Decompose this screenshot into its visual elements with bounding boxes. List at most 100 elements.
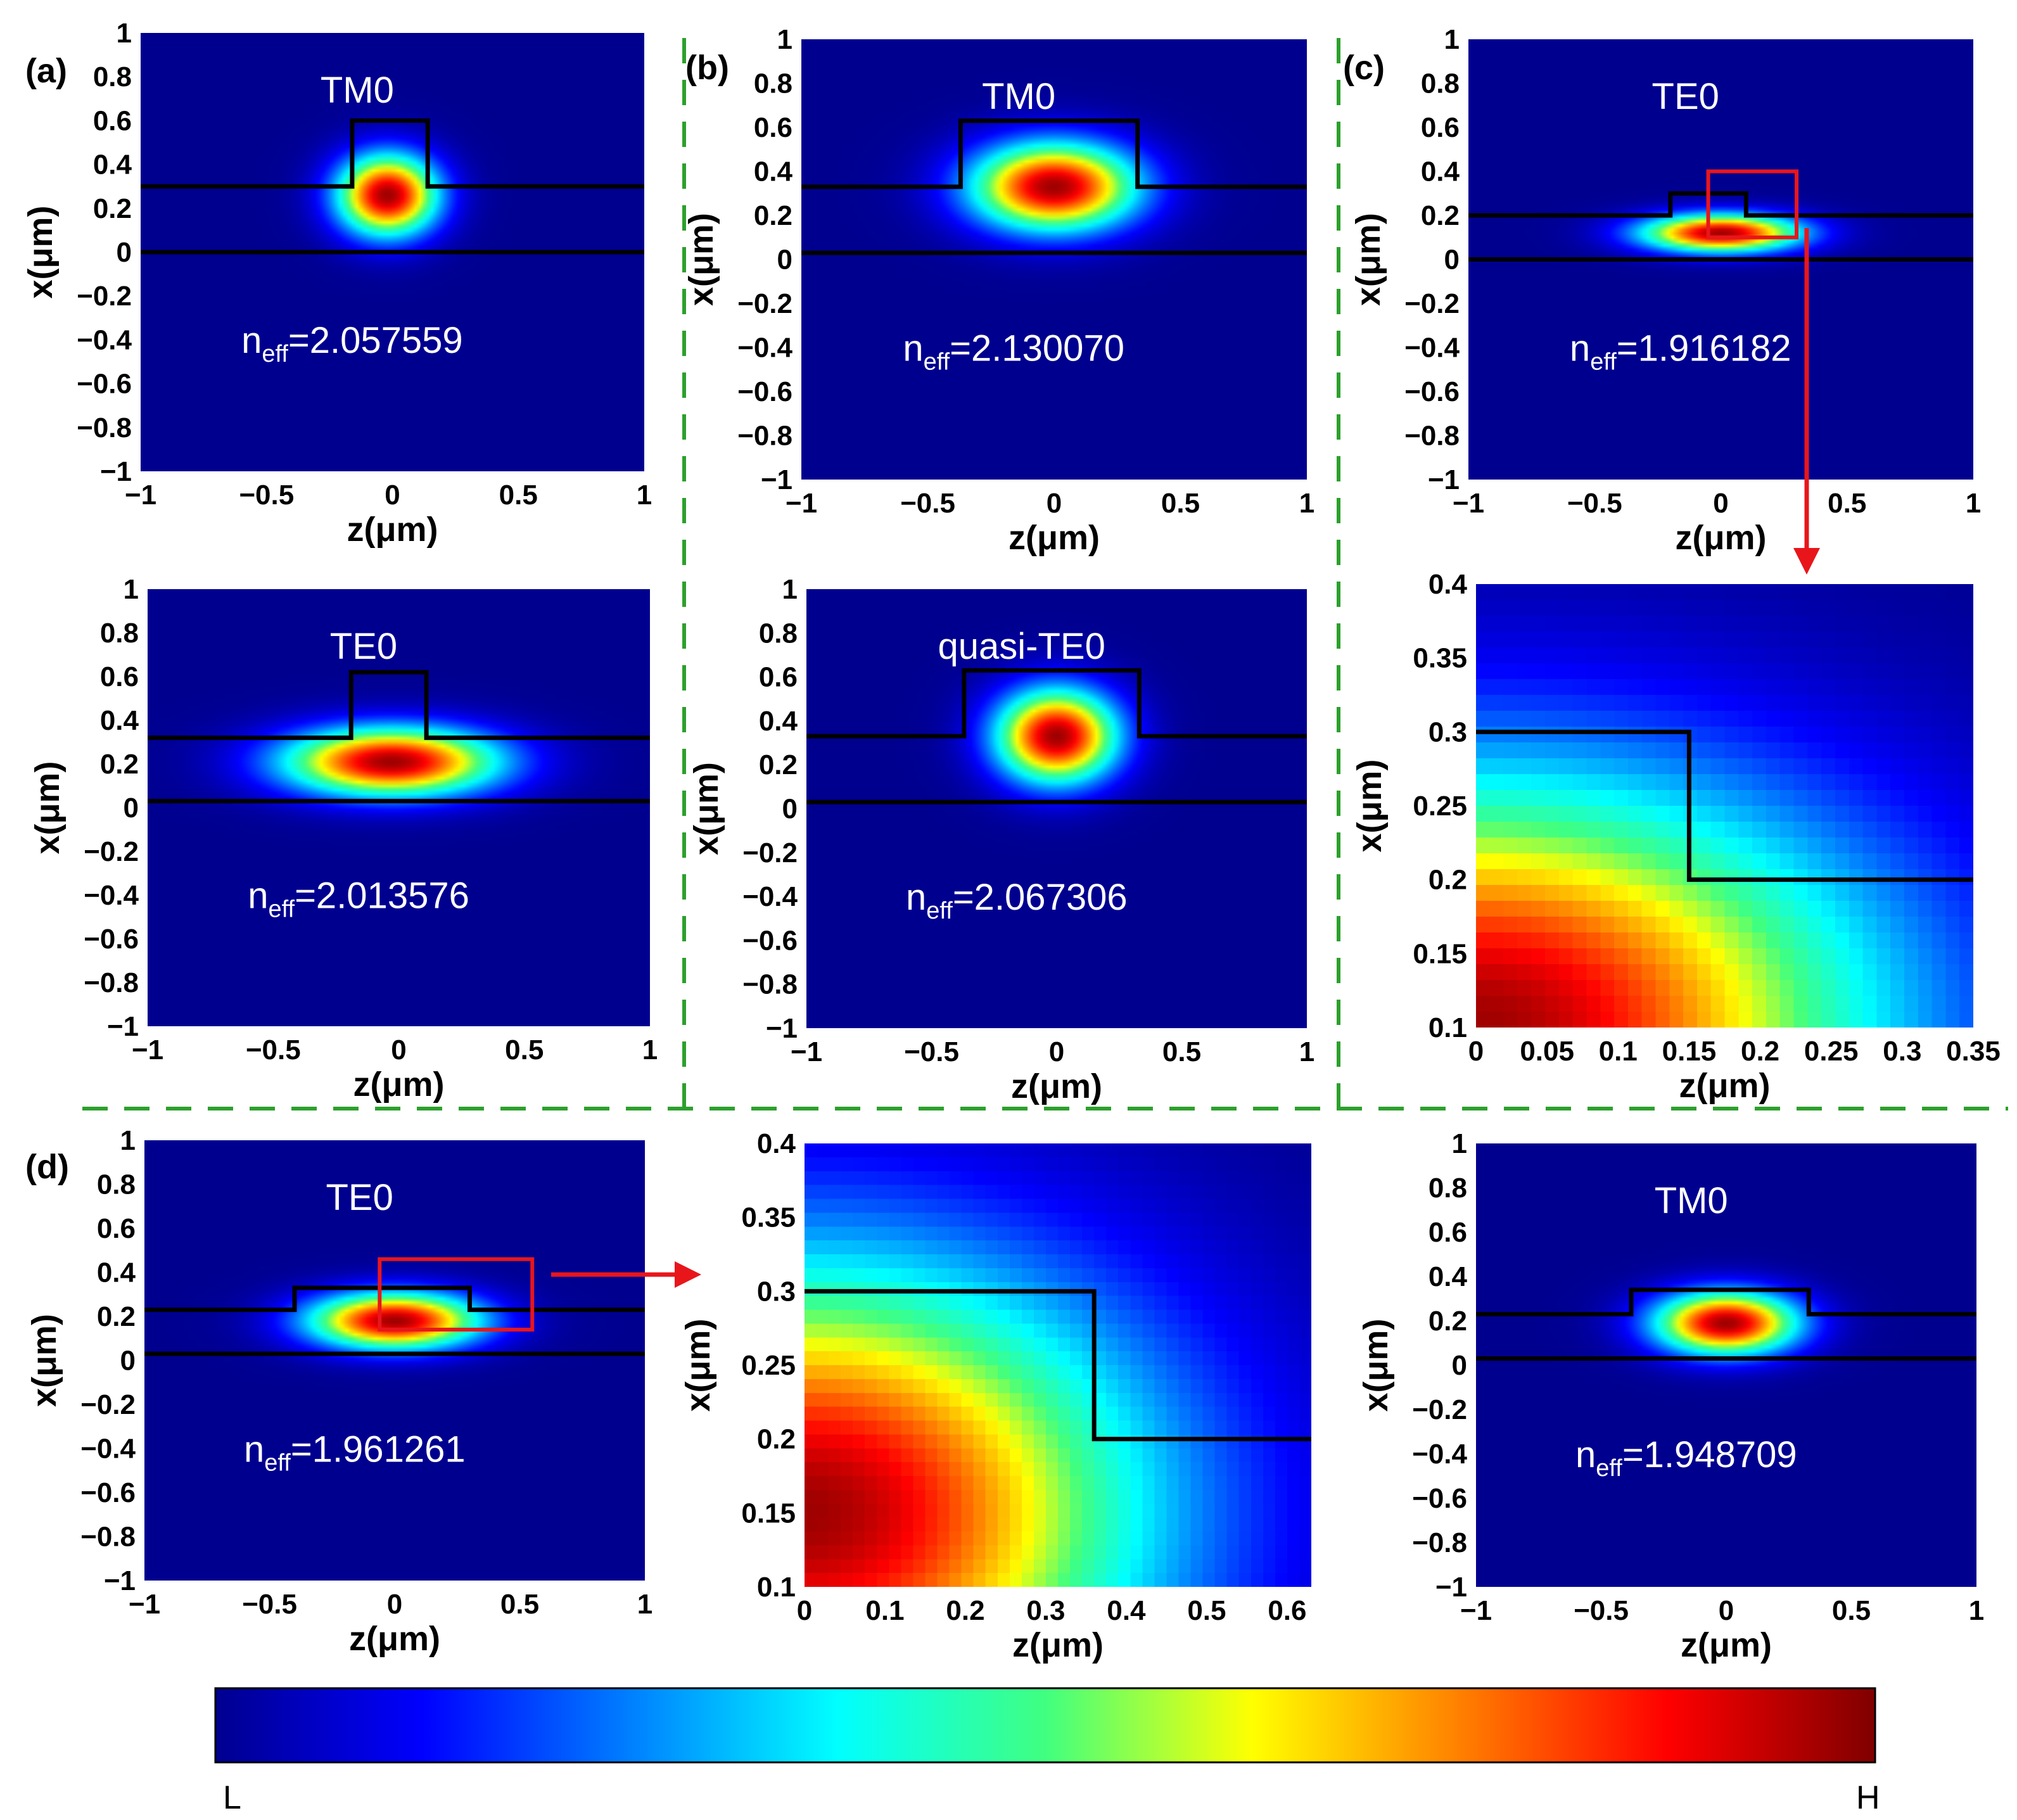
y-tick-label: −0.2: [1404, 288, 1460, 319]
panel-c-zoom-plot: 0 0.05 0.1 0.15 0.2 0.25 0.3 0.35 0.4 0.35 0.3 0.25…: [1351, 569, 2001, 1105]
x-axis-label: z(μm): [1679, 1067, 1770, 1105]
panel-label: (a): [25, 52, 67, 90]
x-axis-label: z(μm): [347, 511, 438, 549]
mode-label: TM0: [321, 70, 394, 111]
y-tick-label: −1: [104, 1565, 136, 1596]
y-tick-label: 0.4: [93, 150, 132, 181]
neff-symbol: n: [1570, 328, 1590, 369]
neff-subscript: eff: [924, 348, 950, 375]
x-tick-label: −1: [132, 1034, 163, 1066]
x-tick-label: 1: [1966, 488, 1981, 519]
x-tick-label: 0: [387, 1589, 402, 1620]
y-tick-label: −0.6: [742, 925, 798, 956]
y-tick-label: 0.4: [1421, 156, 1460, 188]
neff-subscript: eff: [262, 341, 288, 367]
y-tick-label: −0.6: [1412, 1483, 1467, 1514]
waveguide-outline: [806, 668, 1307, 739]
x-tick-label: −1: [1453, 488, 1484, 519]
y-tick-label: 0.25: [741, 1350, 796, 1381]
y-tick-label: 0.2: [1421, 200, 1460, 231]
x-tick-label: 0: [797, 1595, 812, 1626]
y-tick-label: 0.8: [100, 618, 139, 649]
x-tick-label: 1: [637, 1589, 652, 1620]
x-tick-label: −1: [129, 1589, 160, 1620]
neff-symbol: n: [1575, 1434, 1596, 1475]
panel-c-te0-plot: −1 −0.5 0 0.5 1 1 0.8 0.6 0.4 0.2 0 −0.2 −0.4 −0.6 −0.…: [1343, 24, 1981, 557]
neff-symbol: n: [903, 328, 923, 369]
x-tick-label: 0.5: [499, 480, 538, 511]
y-tick-label: −0.4: [742, 881, 798, 912]
y-tick-label: 1: [1452, 1128, 1467, 1159]
y-tick-label: −0.4: [80, 1434, 136, 1465]
neff-symbol: n: [906, 877, 926, 918]
neff-label: neff=1.948709: [1575, 1434, 1797, 1482]
panel-d-te0-plot: −1 −0.5 0 0.5 1 1 0.8 0.6 0.4 0.2 0 −0.2 −0.4 −0.6 −0.…: [25, 1125, 652, 1658]
colorbar-high-label: H: [1856, 1779, 1880, 1816]
y-tick-label: 0: [120, 1346, 136, 1377]
panel-d-tm0-plot: −1 −0.5 0 0.5 1 1 0.8 0.6 0.4 0.2 0 −0.2 −0.4 −0.6 −0.…: [1357, 1128, 1984, 1664]
neff-label: neff=2.067306: [906, 877, 1128, 924]
field-intensity-map: [806, 589, 1307, 1028]
y-tick-label: −0.6: [77, 369, 132, 400]
x-axis-label: z(μm): [1008, 519, 1100, 557]
x-axis-label: z(μm): [353, 1066, 444, 1104]
y-axis-label: x(μm): [25, 1314, 63, 1407]
y-tick-label: 0.4: [759, 706, 798, 737]
field-intensity-map: [144, 1140, 645, 1581]
y-tick-label: −1: [107, 1011, 139, 1042]
mode-label: TE0: [330, 626, 397, 667]
colorbar-low-label: L: [223, 1779, 241, 1816]
neff-symbol: n: [248, 875, 268, 917]
y-tick-label: −0.6: [737, 376, 792, 407]
y-tick-label: 0.8: [759, 618, 798, 649]
neff-subscript: eff: [264, 1449, 291, 1476]
y-tick-label: −0.8: [742, 969, 798, 1000]
neff-value: =1.948709: [1622, 1434, 1797, 1475]
x-tick-label: −0.5: [904, 1036, 959, 1067]
y-tick-label: 0.4: [1428, 569, 1468, 600]
field-intensity-map: [148, 589, 650, 1026]
neff-label: neff=2.057559: [241, 320, 463, 367]
y-tick-label: 0.25: [1413, 791, 1467, 822]
y-tick-label: 0.6: [100, 661, 139, 692]
neff-label: neff=2.013576: [248, 875, 469, 923]
y-axis-label: x(μm): [679, 1318, 717, 1411]
neff-subscript: eff: [1590, 348, 1617, 375]
y-tick-label: −0.6: [84, 924, 139, 955]
x-tick-label: 0.5: [1161, 488, 1200, 519]
y-tick-label: −0.8: [77, 412, 132, 443]
y-tick-label: 1: [777, 24, 792, 55]
y-axis-label: x(μm): [1357, 1318, 1395, 1411]
x-tick-label: 0.6: [1268, 1595, 1306, 1626]
x-tick-label: 0.3: [1883, 1036, 1921, 1067]
y-tick-label: −1: [761, 464, 792, 495]
x-tick-label: −1: [125, 480, 156, 511]
x-tick-label: 0: [1468, 1036, 1484, 1067]
neff-subscript: eff: [926, 898, 953, 924]
y-tick-label: 0.15: [741, 1498, 796, 1529]
panel-b-tm0-plot: −1 −0.5 0 0.5 1 1 0.8 0.6 0.4 0.2 0 −0.2 −0.4 −0.6 −0.…: [682, 24, 1314, 557]
y-tick-label: 0: [782, 794, 798, 825]
x-tick-label: 1: [1969, 1595, 1984, 1626]
x-tick-label: 0.1: [865, 1595, 904, 1626]
y-axis-label: x(μm): [682, 213, 720, 306]
y-tick-label: −0.2: [742, 837, 798, 869]
x-tick-label: −1: [791, 1036, 822, 1067]
y-tick-label: 0: [124, 792, 139, 824]
y-tick-label: −0.2: [80, 1389, 136, 1420]
y-tick-label: 0.4: [754, 156, 793, 188]
x-tick-label: −0.5: [242, 1589, 297, 1620]
y-tick-label: 0.2: [93, 193, 132, 224]
y-tick-label: 1: [1444, 24, 1460, 55]
y-tick-label: −0.4: [1404, 333, 1460, 364]
x-axis-label: z(μm): [1681, 1626, 1772, 1664]
y-axis-label: x(μm): [29, 761, 67, 854]
x-axis-label: z(μm): [1011, 1067, 1102, 1105]
panel-a-tm0-plot: −1 −0.5 0 0.5 1 1 0.8 0.6 0.4 0.2 0 −0.2 −0.4 −0.6 −0.…: [22, 18, 652, 549]
waveguide-outline: [1476, 729, 1973, 882]
x-tick-label: 0.25: [1804, 1036, 1859, 1067]
x-tick-label: −1: [786, 488, 817, 519]
x-tick-label: −1: [1460, 1595, 1492, 1626]
neff-value: =2.057559: [288, 320, 463, 361]
y-tick-label: −0.2: [77, 281, 132, 312]
